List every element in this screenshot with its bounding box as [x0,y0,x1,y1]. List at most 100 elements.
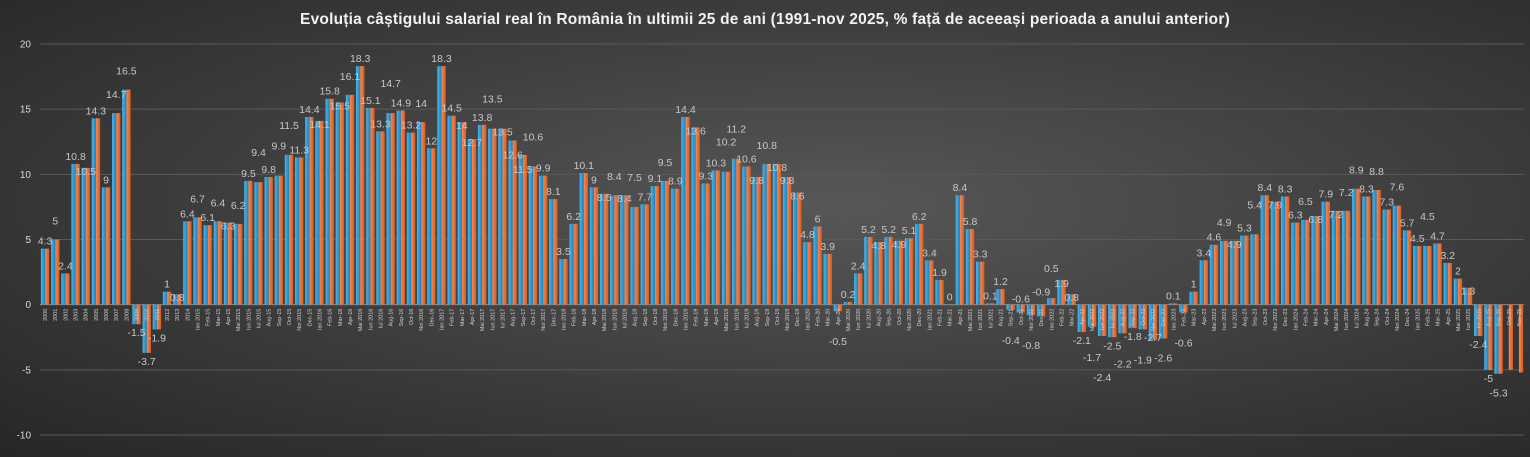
x-tick-label: Noi 2023 [1273,309,1279,331]
x-tick-label: Feb-15 [206,309,212,326]
y-tick-label: 15 [20,105,32,116]
bar-series-1 [1352,188,1357,305]
x-tick-label: Dec-16 [429,309,435,327]
x-tick-label: Noi 2022 [1151,309,1157,331]
bar-series-1 [1321,201,1326,305]
bar-series-1 [193,217,198,305]
bar-series-2 [309,116,314,305]
y-tick-label: 0 [25,300,31,311]
bar-series-2 [868,236,873,305]
bar-series-1 [447,115,452,305]
bar-series-2 [1488,304,1493,370]
data-label: 7.3 [1379,197,1394,209]
bar-series-2 [1000,289,1005,305]
bar-series-2 [512,140,517,305]
data-label: 4.8 [800,229,815,241]
data-label: 6.4 [180,208,195,220]
x-tick-label: Feb-19 [694,309,700,326]
x-tick-label: 2001 [53,309,59,321]
chart-title: Evoluția câștigului salarial real în Rom… [300,11,1230,28]
bar-series-1 [284,154,290,305]
data-label: 14.5 [441,103,462,115]
data-label: -5 [1484,373,1493,385]
bar-series-1 [925,260,930,305]
bar-series-2 [431,148,436,305]
data-label: 3.9 [820,241,835,253]
data-label: 9 [591,174,597,186]
bar-series-1 [244,180,249,305]
x-tick-label: 2010 [145,309,151,321]
bar-series-2 [177,294,182,305]
data-label: 5 [52,216,58,228]
bar-series-1 [488,128,493,305]
x-tick-label: Mai 2023 [1212,309,1218,332]
data-label: -0.5 [829,336,847,348]
x-tick-label: Mai 2019 [724,309,730,332]
x-tick-label: Mar-19 [704,309,710,326]
data-label: 3.2 [1440,250,1455,262]
bar-series-2 [197,217,202,305]
bar-series-2 [350,94,355,305]
data-label: 6.2 [566,211,581,223]
x-tick-label: Feb-25 [1425,309,1431,326]
x-tick-label: Oct-25 [1507,309,1513,326]
x-tick-label: Iun 2023 [1222,309,1228,330]
data-label: 4.9 [1217,217,1232,229]
data-label: 5.2 [861,224,876,236]
bar-series-2 [1335,210,1341,305]
data-label: -2.4 [1093,372,1111,384]
bar-series-2 [248,180,253,305]
data-label: 2.4 [851,260,866,272]
bar-series-1 [477,124,483,305]
bar-series-1 [528,166,533,305]
bar-series-2 [939,279,944,305]
bar-series-2 [980,261,985,305]
bar-series-1 [1341,210,1347,305]
bar-series-1 [366,107,371,305]
bar-series-2 [1264,195,1270,305]
x-tick-label: Iul 2020 [866,309,872,329]
bar-series-1 [498,128,503,305]
data-label: 5.3 [1237,223,1252,235]
bar-series-2 [1376,189,1381,305]
bar-series-2 [390,113,395,305]
bar-series-2 [787,176,792,305]
bar-series-1 [142,304,147,353]
x-tick-label: Mai 2015 [236,309,242,332]
bar-series-2 [1356,188,1361,305]
data-label: 1.2 [993,276,1008,288]
x-tick-label: Sep-23 [1253,309,1259,327]
bar-series-1 [1219,240,1225,305]
bar-series-2 [136,304,141,325]
bar-series-2 [797,192,802,305]
bar-series-1 [549,199,554,305]
x-tick-label: Apr-22 [1080,309,1086,326]
data-label: 12.6 [502,149,523,161]
bar-series-2 [705,183,710,305]
x-tick-label: Mai 2016 [358,309,364,332]
bar-series-1 [1108,304,1113,338]
chart-title-row: Evoluția câștigului salarial real în Rom… [0,11,1530,29]
x-tick-label: Mar-17 [460,309,466,326]
data-label: 5.4 [1247,199,1262,211]
bar-series-1 [843,302,849,305]
bar-series-1 [610,195,615,305]
bar-series-1 [1087,304,1093,327]
bar-series-2 [614,195,619,305]
x-tick-label: 2000 [43,309,49,321]
x-tick-label: Iun 2016 [368,309,374,330]
bar-series-2 [837,304,843,312]
data-label: 8.8 [1369,166,1384,178]
bar-series-1 [854,273,859,305]
bar-series-2 [1285,196,1290,305]
x-tick-label: Ian 2025 [1415,309,1421,330]
bar-series-1 [234,223,239,305]
x-tick-label: Feb-24 [1303,309,1309,326]
bar-series-1 [599,193,605,305]
bar-series-1 [915,223,920,305]
bar-series-2 [95,118,101,305]
x-tick-label: Ian 2017 [439,309,445,330]
bar-series-2 [888,236,893,305]
x-tick-label: Noi 2020 [907,309,913,331]
bar-series-1 [671,188,676,305]
